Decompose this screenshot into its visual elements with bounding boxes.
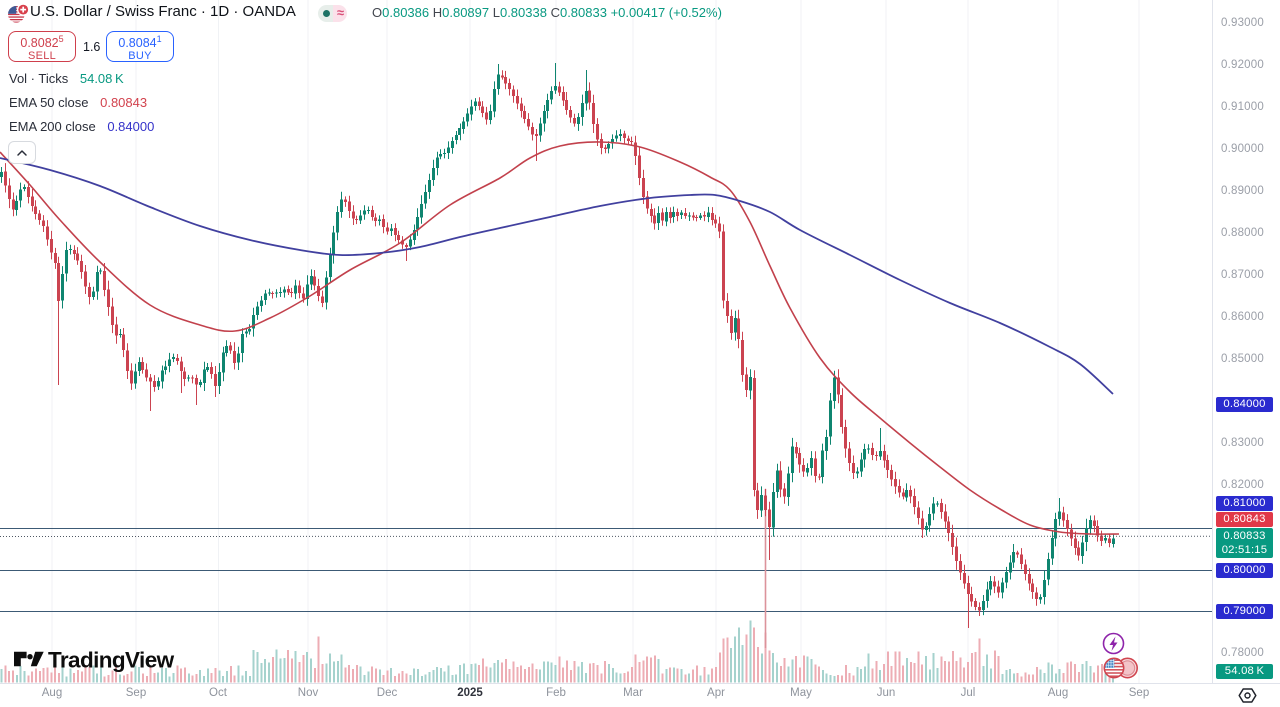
svg-text:TradingView: TradingView <box>48 648 175 673</box>
